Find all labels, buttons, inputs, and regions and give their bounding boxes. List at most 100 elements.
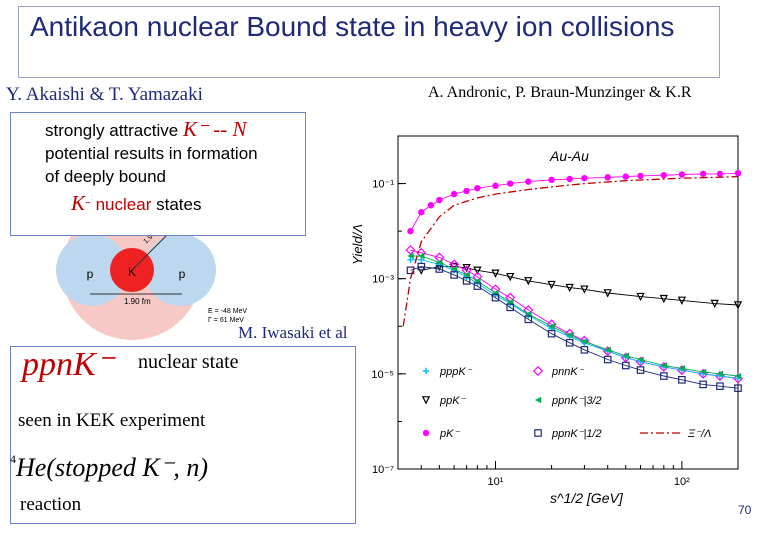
description-box: strongly attractive K⁻ -- N potential re… (10, 112, 306, 236)
data-point (525, 178, 532, 185)
data-point (660, 171, 668, 179)
data-point (734, 372, 742, 380)
x-axis-label: s^1/2 [GeV] (550, 490, 624, 506)
width-label: Γ = 61 MeV (208, 317, 244, 324)
energy-label: E = -48 MeV (208, 308, 247, 315)
data-point (637, 172, 644, 180)
data-point (407, 227, 414, 235)
page-number: 70 (738, 503, 752, 517)
data-point (548, 323, 555, 330)
dist-arrow-top (131, 233, 169, 271)
data-point (660, 362, 668, 369)
data-point (534, 429, 542, 437)
data-point (677, 296, 687, 305)
data-point (421, 396, 431, 405)
data-point (427, 202, 435, 209)
data-point (548, 176, 555, 184)
data-point (422, 367, 430, 375)
data-point (580, 346, 589, 354)
data-point (581, 174, 588, 182)
box-line-1: strongly attractive K⁻ -- N (45, 119, 247, 141)
box-line-2: potential results in formation (45, 144, 258, 163)
legend-label: Ξ⁻/Λ (687, 428, 711, 440)
x-tick-label: 10² (674, 476, 690, 488)
data-point (603, 289, 612, 298)
data-point (422, 429, 430, 437)
experiment-box (10, 346, 356, 524)
y-tick-label: 10⁻⁵ (371, 369, 394, 381)
nuclear-state-label: nuclear state (138, 351, 239, 373)
data-point (435, 265, 444, 273)
box-line-3: of deeply bound (45, 167, 166, 186)
data-point (506, 272, 515, 282)
data-point (463, 271, 470, 279)
series-line (421, 266, 739, 306)
y-tick-label: 10⁻³ (372, 274, 394, 286)
data-point (436, 259, 443, 266)
data-point (660, 372, 668, 380)
series-layer (402, 170, 744, 392)
data-point (450, 265, 458, 273)
data-point (733, 301, 743, 310)
proton-right (144, 234, 216, 306)
data-point (405, 245, 416, 256)
data-point (417, 262, 426, 271)
data-point (566, 175, 573, 183)
he-reaction-line: 4He(stopped K⁻, n) (10, 452, 208, 483)
series-line (402, 175, 739, 327)
data-point (604, 174, 611, 181)
data-point (622, 352, 629, 359)
label-k: K (128, 265, 136, 279)
x-tick-label: 10¹ (488, 476, 504, 488)
data-point (407, 252, 414, 260)
chart-legend: pppK⁻ ppK⁻ pK⁻ pnnK⁻ ppnK⁻|3/2 ppnK⁻|1/2 Ξ⁻/Λ (421, 365, 711, 440)
data-point (678, 376, 686, 384)
states-word: states (156, 195, 202, 214)
data-point (734, 170, 742, 177)
chart-title: Au-Au (549, 148, 589, 164)
legend-label: ppK⁻ (439, 395, 467, 407)
data-point (716, 170, 724, 178)
slide-title: Antikaon nuclear Bound state in heavy io… (30, 11, 675, 42)
data-point (699, 368, 707, 376)
title-box (18, 6, 720, 78)
box-line-4: K− nuclear states (71, 191, 202, 215)
data-point (580, 285, 589, 294)
data-point (462, 277, 471, 285)
kek-text: seen in KEK experiment (18, 410, 206, 431)
math-kn: K⁻ -- N (182, 117, 247, 141)
data-point (622, 173, 629, 180)
proton-left (56, 234, 128, 306)
data-point (565, 338, 574, 347)
data-point (603, 355, 612, 364)
legend-label: pppK⁻ (439, 366, 473, 378)
data-point (678, 365, 686, 372)
data-point (699, 380, 707, 389)
data-point (450, 190, 458, 198)
math-k: K (71, 191, 86, 215)
data-point (547, 280, 556, 290)
data-point (636, 366, 645, 374)
reaction-text: reaction (20, 494, 82, 515)
legend-label: pK⁻ (439, 428, 460, 440)
data-point (418, 256, 425, 263)
y-tick-label: 10⁻⁷ (372, 464, 394, 476)
label-p-left: p (87, 267, 94, 281)
data-point (659, 294, 668, 304)
legend-label: ppnK⁻|1/2 (551, 428, 602, 440)
data-point (473, 282, 482, 290)
legend-label: ppnK⁻|3/2 (551, 395, 602, 407)
data-point (450, 271, 458, 279)
data-point (636, 292, 645, 302)
data-point (418, 209, 425, 216)
data-point (473, 266, 482, 275)
he-math: He(stopped K⁻, n) (16, 453, 209, 482)
plot-frame (397, 135, 739, 470)
dist-bottom-label: 1.90 fm (124, 297, 151, 306)
data-point (716, 370, 724, 378)
box-line-1-text: strongly attractive (45, 121, 179, 140)
data-point (507, 180, 514, 187)
data-point (604, 346, 611, 354)
data-point (436, 196, 443, 204)
